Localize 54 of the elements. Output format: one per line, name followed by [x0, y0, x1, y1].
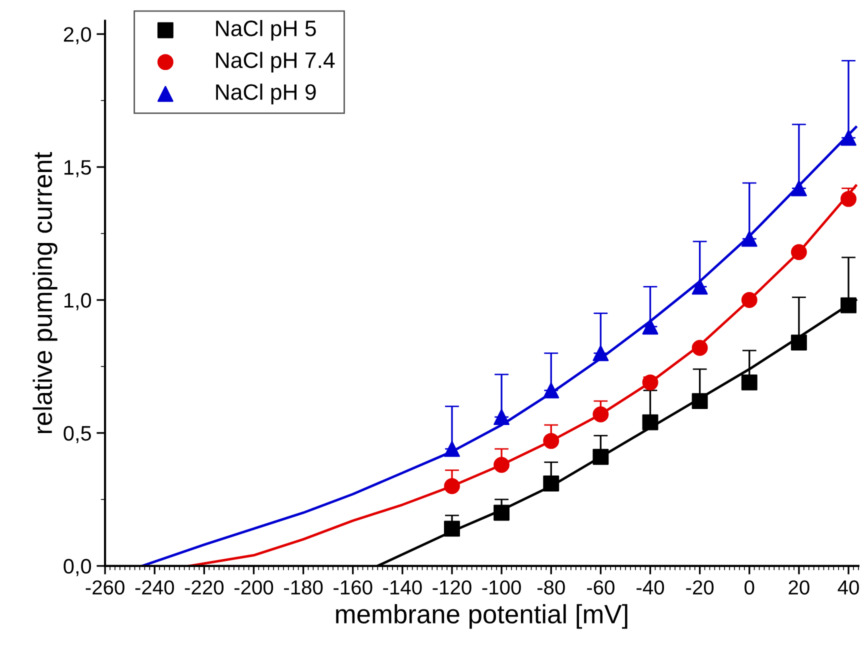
- point: [790, 244, 807, 260]
- point: [494, 504, 510, 521]
- x-tick-label: -20: [686, 580, 714, 595]
- point: [642, 318, 658, 335]
- point: [444, 440, 460, 457]
- x-tick-label: -120: [432, 580, 472, 595]
- point: [840, 190, 856, 207]
- x-tick-label: -100: [482, 580, 521, 595]
- point: [592, 345, 609, 362]
- x-tick-label: 0: [744, 580, 754, 595]
- x-tick-label: -60: [587, 580, 614, 595]
- point: [592, 448, 609, 465]
- x-axis-title: membrane potential [mV]: [336, 604, 628, 629]
- legend-label: NaCl pH 9: [216, 84, 316, 104]
- point: [543, 476, 560, 492]
- point: [642, 374, 658, 390]
- point: [741, 292, 758, 308]
- point: [444, 520, 460, 537]
- point: [444, 478, 460, 494]
- y-tick-label: 0,0: [64, 558, 92, 576]
- point: [741, 230, 758, 247]
- y-tick-label: 1,0: [64, 293, 92, 310]
- point: [692, 340, 708, 356]
- x-tick-label: -240: [135, 580, 174, 595]
- x-tick-label: -180: [284, 580, 323, 595]
- point: [790, 180, 807, 196]
- point: [840, 130, 856, 146]
- x-tick-label: -140: [383, 580, 422, 595]
- x-tick-label: 20: [788, 580, 810, 595]
- x-tick-label: 40: [838, 580, 859, 595]
- x-tick-label: -160: [334, 580, 372, 595]
- line-series: [188, 184, 858, 566]
- legend-label: NaCl pH 7.4: [216, 52, 335, 73]
- y-tick-label: 1,5: [64, 160, 91, 178]
- legend-label: NaCl pH 5: [216, 20, 316, 41]
- y-tick-label: 2,0: [64, 27, 92, 44]
- point: [692, 278, 708, 295]
- x-tick-label: -80: [537, 580, 565, 595]
- point: [692, 393, 708, 410]
- y-tick-label: 0,5: [64, 426, 91, 444]
- x-tick-label: -220: [184, 580, 224, 595]
- point: [494, 456, 510, 473]
- point: [840, 297, 856, 314]
- point: [543, 382, 560, 398]
- x-tick-label: -40: [636, 580, 664, 595]
- x-tick-label: -200: [234, 580, 274, 595]
- point: [494, 409, 510, 425]
- point: [543, 432, 560, 449]
- y-axis-title: relative pumping current: [32, 152, 58, 434]
- x-tick-label: -260: [86, 580, 124, 595]
- point: [642, 414, 658, 430]
- point: [592, 406, 609, 422]
- point: [741, 374, 758, 390]
- point: [790, 334, 807, 351]
